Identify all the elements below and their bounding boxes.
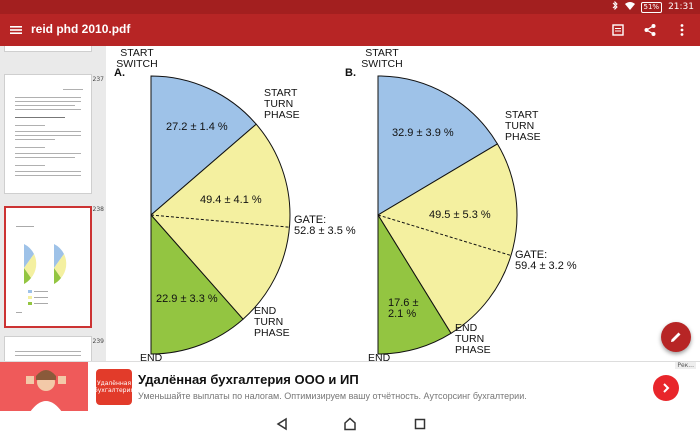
boundary-label: START TURN PHASE	[264, 87, 300, 121]
gate-label: GATE: 52.8 ± 3.5 %	[294, 214, 356, 237]
panel-label: B.	[345, 67, 356, 79]
pencil-icon	[671, 332, 681, 342]
ad-banner[interactable]: Удалённая бухгалтерия Удалённая бухгалте…	[0, 361, 700, 412]
boundary-label: END TURN PHASE	[254, 305, 290, 339]
panel-label: A.	[114, 67, 125, 79]
document-title: reid phd 2010.pdf	[31, 22, 131, 36]
navigation-bar	[0, 411, 700, 437]
slice-value-label: 32.9 ± 3.9 %	[392, 127, 454, 139]
pie-slice	[150, 75, 257, 217]
pie-slice	[150, 123, 291, 320]
pie-slice	[377, 143, 518, 334]
more-icon[interactable]	[672, 20, 692, 40]
page-thumbnail-238[interactable]	[4, 206, 92, 328]
ad-subline: Уменьшайте выплаты по налогам. Оптимизир…	[138, 391, 527, 401]
boundary-label: END	[140, 352, 163, 361]
page-number-239: 239	[92, 338, 104, 345]
slice-value-label: 49.5 ± 5.3 %	[429, 209, 491, 221]
ad-logo: Удалённая бухгалтерия	[94, 369, 134, 405]
gate-line	[377, 214, 512, 256]
page-thumbnails: 237 238 239	[0, 46, 106, 361]
page-number-237: 237	[92, 76, 104, 83]
boundary-label: START TURN PHASE	[505, 109, 541, 143]
menu-icon[interactable]	[8, 22, 24, 38]
recents-icon[interactable]	[412, 416, 428, 432]
ad-photo	[0, 362, 88, 412]
pie-slice	[150, 213, 244, 355]
ad-go-button[interactable]	[653, 375, 679, 401]
boundary-label: START SWITCH	[116, 47, 157, 70]
ad-badge: Рек...	[675, 362, 696, 369]
ad-headline[interactable]: Удалённая бухгалтерия ООО и ИП	[138, 372, 359, 387]
back-icon[interactable]	[274, 416, 290, 432]
status-time: 21:31	[668, 2, 694, 12]
pie-slice	[377, 75, 499, 216]
home-icon[interactable]	[342, 416, 358, 432]
gate-label: GATE: 59.4 ± 3.2 %	[515, 249, 577, 272]
edit-button[interactable]	[661, 322, 691, 352]
chart-a: A.START SWITCH START TURN PHASE END TURN PHASE E…	[114, 47, 356, 361]
page-number-238: 238	[92, 206, 104, 213]
slice-value-label: 22.9 ± 3.3 %	[156, 293, 218, 305]
boundary-label: END	[368, 352, 391, 361]
page-thumbnail-239[interactable]	[4, 336, 92, 361]
wifi-icon	[624, 1, 635, 13]
reading-mode-icon[interactable]	[608, 20, 628, 40]
share-icon[interactable]	[640, 20, 660, 40]
chart-b: B. START SWITCH START TURN PHASE END TURN PHASE E…	[345, 47, 577, 361]
document-view[interactable]: A. START SWITCH START TURN PHASE END TURN PHASE E…	[106, 46, 700, 361]
slice-value-label: 17.6 ±2.1 %	[388, 297, 419, 320]
page-thumbnail-236[interactable]	[4, 46, 92, 52]
bluetooth-icon	[612, 0, 619, 13]
boundary-label: END TURN PHASE	[455, 322, 491, 356]
battery-icon: 51%	[640, 1, 663, 13]
chevron-right-icon	[663, 383, 670, 393]
slice-value-label: 27.2 ± 1.4 %	[166, 121, 228, 133]
boundary-label: START SWITCH	[361, 47, 402, 70]
pie-slice	[377, 213, 452, 355]
slice-value-label: 49.4 ± 4.1 %	[200, 194, 262, 206]
app-bar: reid phd 2010.pdf	[0, 14, 700, 46]
gate-line	[150, 214, 290, 228]
status-bar: 51% 21:31	[0, 0, 700, 14]
page-thumbnail-237[interactable]	[4, 74, 92, 194]
